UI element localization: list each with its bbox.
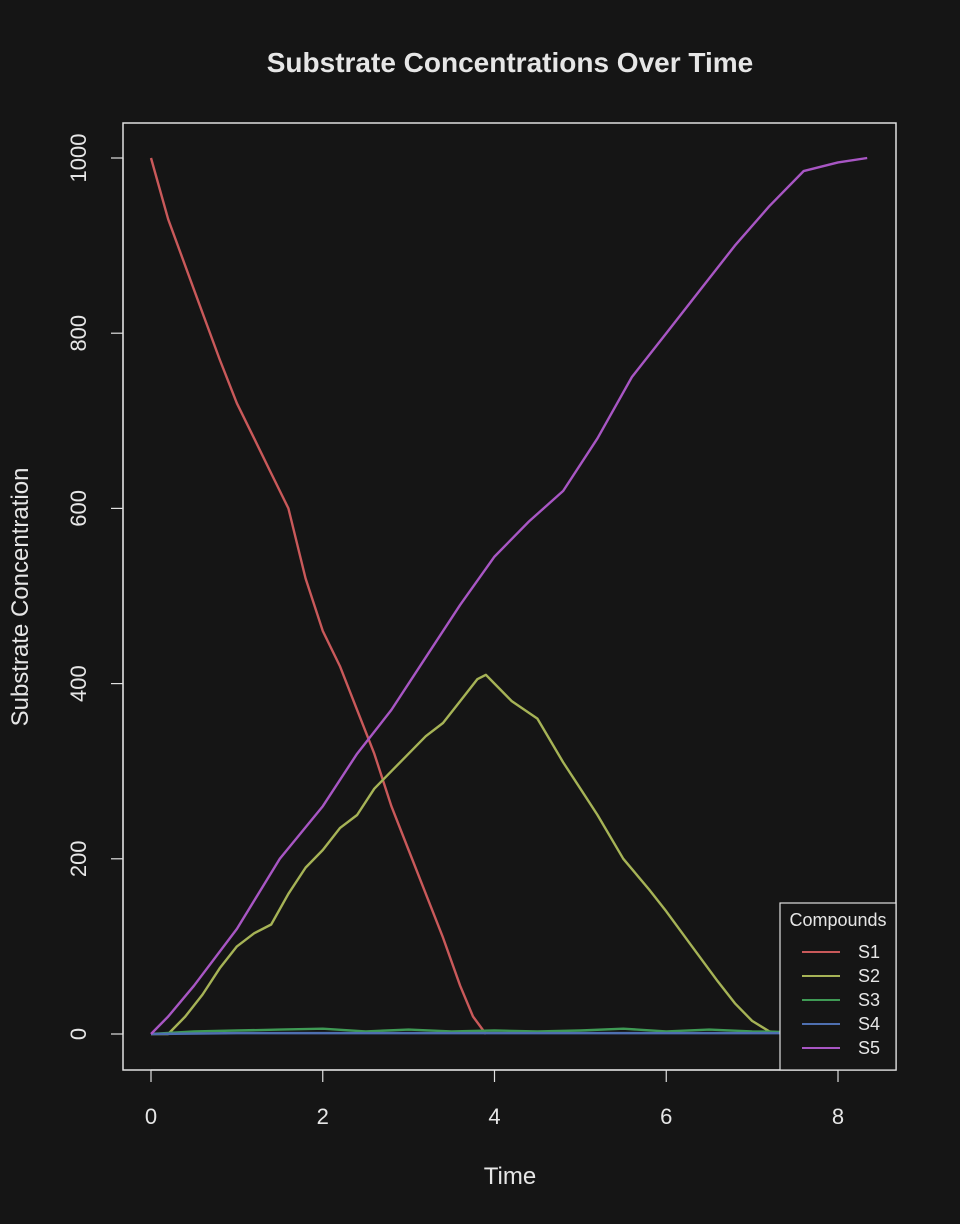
y-tick-label: 1000 [66,134,91,183]
legend-label-s2: S2 [858,966,880,986]
series-line-s2 [151,673,838,1036]
x-tick-label: 4 [488,1104,500,1129]
axes-layer: 0 2 4 6 8 0 200 400 600 800 1000 [66,134,844,1129]
y-tick-label: 600 [66,490,91,527]
x-tick-label: 6 [660,1104,672,1129]
x-tick-label: 8 [832,1104,844,1129]
legend-label-s5: S5 [858,1038,880,1058]
y-tick-label: 200 [66,840,91,877]
x-axis-label: Time [484,1163,536,1190]
x-tick-label: 2 [317,1104,329,1129]
legend-label-s4: S4 [858,1014,880,1034]
legend-label-s3: S3 [858,990,880,1010]
legend-items: S1 S2 S3 S4 S5 [802,942,880,1058]
chart-title: Substrate Concentrations Over Time [267,47,754,78]
y-tick-label: 0 [66,1028,91,1040]
legend: Compounds S1 S2 S3 S4 S5 [779,902,897,1071]
legend-title: Compounds [789,910,886,930]
legend-label-s1: S1 [858,942,880,962]
legend-box [779,902,897,1071]
y-tick-label: 800 [66,315,91,352]
series-layer [149,156,868,1036]
series-line-s3 [150,1027,796,1036]
y-tick-label: 400 [66,665,91,702]
series-line-s1 [149,157,487,1035]
x-tick-label: 0 [145,1104,157,1129]
series-line-s5 [150,156,868,1035]
series-line-s4 [150,1031,796,1036]
y-axis-label: Substrate Concentration [7,468,34,727]
